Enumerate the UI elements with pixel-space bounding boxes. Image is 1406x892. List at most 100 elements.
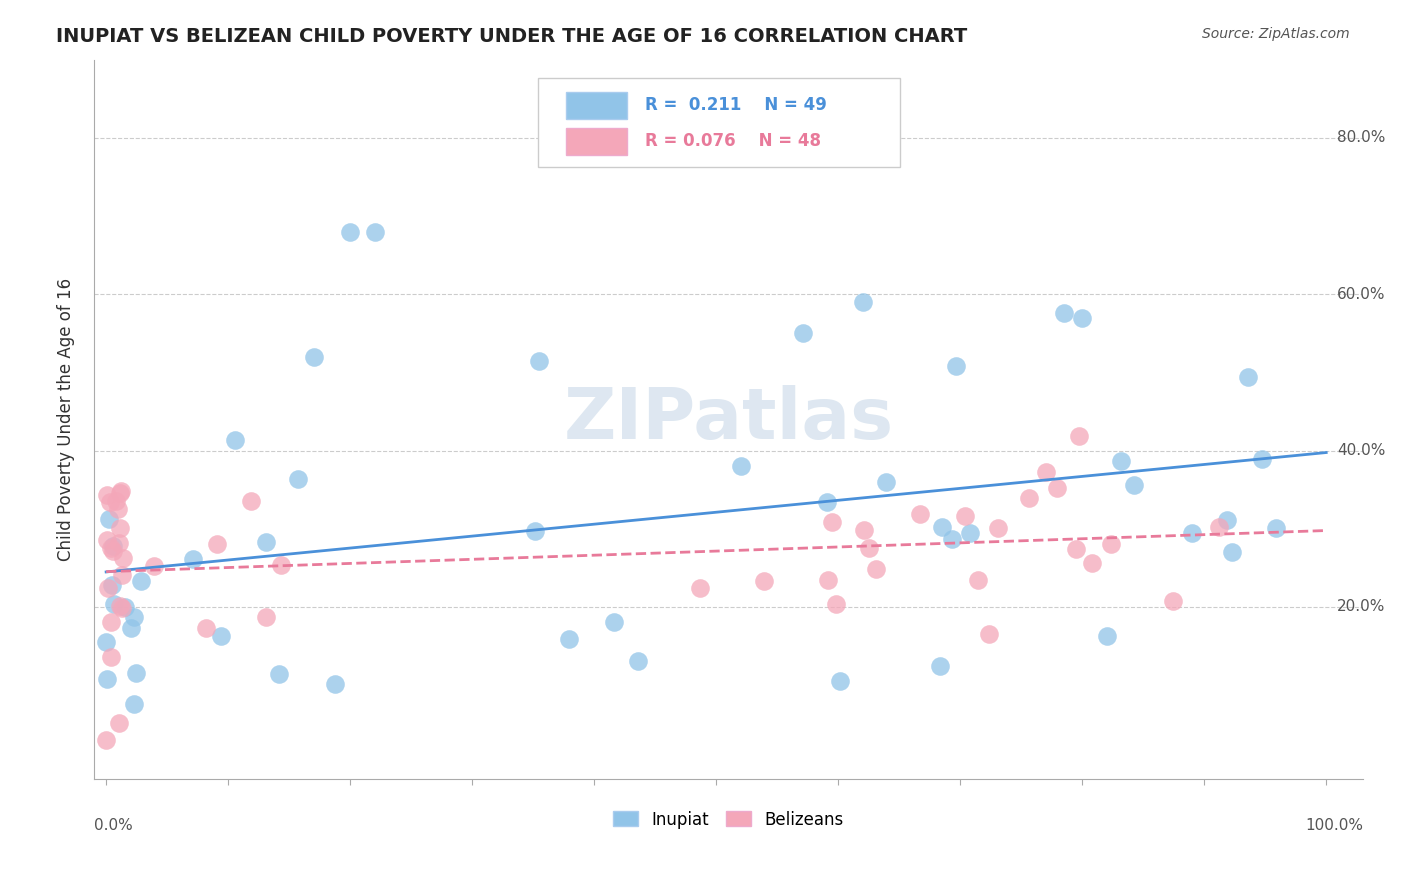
Point	[254, 535, 277, 549]
Point	[94, 732, 117, 747]
Point	[815, 495, 838, 509]
Point	[100, 649, 122, 664]
Point	[224, 433, 246, 447]
Point	[124, 610, 146, 624]
Point	[142, 558, 165, 573]
Point	[111, 601, 134, 615]
Point	[96, 673, 118, 687]
Point	[928, 659, 950, 673]
Point	[875, 475, 897, 489]
Point	[821, 515, 844, 529]
Point	[111, 568, 134, 582]
FancyBboxPatch shape	[567, 92, 627, 120]
Point	[1071, 310, 1094, 325]
Text: R =  0.211    N = 49: R = 0.211 N = 49	[644, 96, 827, 114]
Point	[107, 502, 129, 516]
Point	[1099, 537, 1122, 551]
Point	[1180, 525, 1202, 540]
Point	[108, 716, 131, 731]
Point	[1095, 629, 1118, 643]
Point	[100, 615, 122, 630]
Legend: Inupiat, Belizeans: Inupiat, Belizeans	[606, 804, 851, 835]
Point	[1161, 594, 1184, 608]
Point	[205, 537, 228, 551]
Point	[627, 654, 650, 668]
Point	[1236, 370, 1258, 384]
Point	[865, 562, 887, 576]
Point	[931, 520, 953, 534]
Point	[181, 552, 204, 566]
Point	[817, 573, 839, 587]
Point	[96, 487, 118, 501]
Point	[107, 536, 129, 550]
Point	[527, 353, 550, 368]
Point	[96, 635, 118, 649]
Point	[270, 558, 292, 572]
Point	[959, 525, 981, 540]
Point	[110, 599, 132, 613]
Text: 60.0%: 60.0%	[1337, 286, 1386, 301]
Point	[828, 673, 851, 688]
Point	[1208, 520, 1230, 534]
Point	[1251, 451, 1274, 466]
Point	[110, 483, 132, 498]
Point	[1052, 306, 1074, 320]
Point	[1081, 556, 1104, 570]
Point	[979, 627, 1001, 641]
Point	[129, 574, 152, 588]
Point	[98, 494, 121, 508]
Text: 100.0%: 100.0%	[1305, 819, 1362, 833]
Point	[603, 615, 626, 629]
Point	[852, 295, 875, 310]
Point	[97, 581, 120, 595]
Point	[114, 600, 136, 615]
Point	[945, 359, 967, 373]
Point	[1216, 513, 1239, 527]
Point	[558, 632, 581, 646]
Point	[98, 512, 121, 526]
Point	[1035, 466, 1057, 480]
Point	[524, 524, 547, 538]
Text: R = 0.076    N = 48: R = 0.076 N = 48	[644, 132, 821, 150]
Point	[125, 665, 148, 680]
Point	[1067, 429, 1090, 443]
Point	[254, 610, 277, 624]
Point	[108, 486, 131, 500]
Point	[100, 541, 122, 556]
FancyBboxPatch shape	[567, 128, 627, 155]
Point	[287, 472, 309, 486]
Point	[363, 225, 385, 239]
Point	[240, 493, 263, 508]
Point	[987, 520, 1010, 534]
Point	[953, 508, 976, 523]
Point	[323, 677, 346, 691]
Text: 0.0%: 0.0%	[94, 819, 132, 833]
FancyBboxPatch shape	[538, 78, 900, 168]
Text: 20.0%: 20.0%	[1337, 599, 1386, 615]
Point	[752, 574, 775, 588]
Text: 80.0%: 80.0%	[1337, 130, 1386, 145]
Point	[111, 550, 134, 565]
Point	[302, 350, 325, 364]
Point	[96, 533, 118, 548]
Point	[858, 541, 880, 556]
Point	[1045, 482, 1067, 496]
Text: 40.0%: 40.0%	[1337, 443, 1386, 458]
Point	[908, 507, 931, 521]
Point	[194, 621, 217, 635]
Point	[1220, 545, 1243, 559]
Point	[104, 494, 127, 508]
Point	[967, 573, 990, 587]
Point	[792, 326, 814, 340]
Point	[1018, 491, 1040, 505]
Point	[101, 577, 124, 591]
Point	[209, 629, 232, 643]
Point	[101, 544, 124, 558]
Point	[122, 698, 145, 712]
Point	[1109, 454, 1132, 468]
Point	[120, 621, 142, 635]
Point	[1064, 541, 1087, 556]
Point	[852, 523, 875, 537]
Text: INUPIAT VS BELIZEAN CHILD POVERTY UNDER THE AGE OF 16 CORRELATION CHART: INUPIAT VS BELIZEAN CHILD POVERTY UNDER …	[56, 27, 967, 45]
Point	[730, 459, 752, 474]
